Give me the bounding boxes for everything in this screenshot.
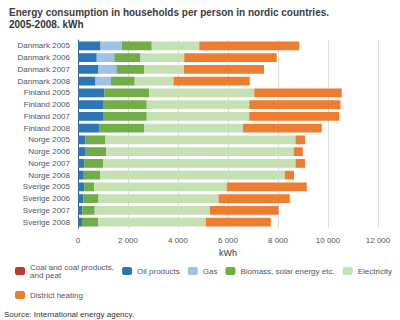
svg-text:Finland 2006: Finland 2006	[19, 100, 70, 109]
svg-text:Biomass, solar energy etc.: Biomass, solar energy etc.	[240, 267, 334, 276]
svg-text:Sverige 2005: Sverige 2005	[18, 182, 70, 191]
svg-text:8 000: 8 000	[268, 236, 289, 245]
svg-text:Norge 2006: Norge 2006	[19, 147, 70, 156]
svg-text:10 000: 10 000	[316, 236, 341, 245]
svg-text:Finland 2008: Finland 2008	[19, 124, 70, 133]
svg-text:Source: International energy a: Source: International energy agency.	[4, 310, 134, 319]
svg-text:Sverige 2006: Sverige 2006	[18, 194, 70, 203]
svg-text:Danmark 2007: Danmark 2007	[18, 65, 71, 74]
svg-text:Sverige 2008: Sverige 2008	[18, 218, 70, 227]
svg-text:Gas: Gas	[203, 267, 218, 276]
svg-text:Finland 2005: Finland 2005	[19, 88, 70, 97]
svg-text:Coal and coal products,: Coal and coal products,	[30, 262, 115, 272]
svg-text:12 000: 12 000	[366, 236, 391, 245]
svg-text:Sverige 2007: Sverige 2007	[18, 206, 70, 215]
svg-text:Danmark 2005: Danmark 2005	[18, 41, 71, 50]
svg-text:2005-2008. kWh: 2005-2008. kWh	[9, 19, 84, 30]
svg-text:Norge 2005: Norge 2005	[19, 135, 70, 144]
svg-text:Oil products: Oil products	[137, 267, 180, 276]
svg-text:Danmark 2006: Danmark 2006	[18, 53, 71, 62]
svg-text:Norge 2008: Norge 2008	[19, 171, 70, 180]
svg-text:District heating: District heating	[30, 291, 83, 300]
svg-text:Energy consumption in househol: Energy consumption in households per per…	[9, 7, 329, 18]
svg-text:Danmark 2008: Danmark 2008	[18, 77, 71, 86]
svg-text:6 000: 6 000	[218, 236, 239, 245]
svg-text:Electricity: Electricity	[358, 267, 392, 276]
svg-text:2 000: 2 000	[118, 236, 139, 245]
svg-text:4 000: 4 000	[168, 236, 189, 245]
svg-text:Finland 2007: Finland 2007	[19, 112, 70, 121]
svg-text:and peat: and peat	[30, 271, 62, 280]
svg-text:kWh: kWh	[219, 248, 237, 258]
svg-text:Norge 2007: Norge 2007	[19, 159, 70, 168]
svg-text:0: 0	[76, 236, 81, 245]
